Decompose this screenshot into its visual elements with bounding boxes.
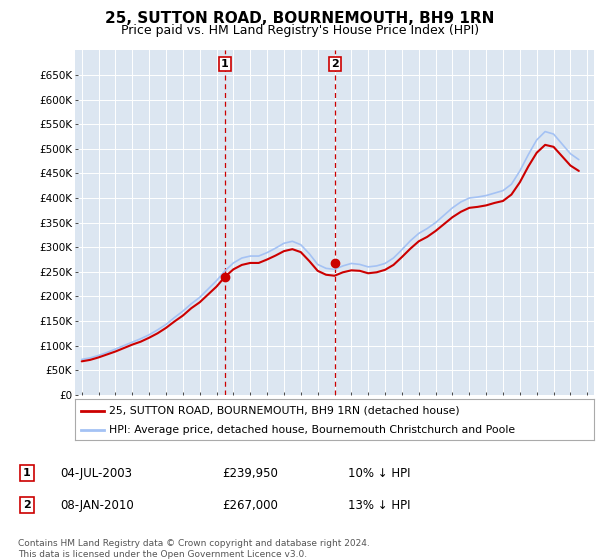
Text: Contains HM Land Registry data © Crown copyright and database right 2024.
This d: Contains HM Land Registry data © Crown c… (18, 539, 370, 559)
Text: £239,950: £239,950 (222, 466, 278, 480)
Text: Price paid vs. HM Land Registry's House Price Index (HPI): Price paid vs. HM Land Registry's House … (121, 24, 479, 37)
Text: 2: 2 (331, 59, 339, 69)
Text: 2: 2 (23, 500, 31, 510)
Text: 08-JAN-2010: 08-JAN-2010 (60, 498, 134, 512)
Text: HPI: Average price, detached house, Bournemouth Christchurch and Poole: HPI: Average price, detached house, Bour… (109, 424, 515, 435)
Text: 1: 1 (23, 468, 31, 478)
Text: 04-JUL-2003: 04-JUL-2003 (60, 466, 132, 480)
Text: 25, SUTTON ROAD, BOURNEMOUTH, BH9 1RN: 25, SUTTON ROAD, BOURNEMOUTH, BH9 1RN (106, 11, 494, 26)
Text: 10% ↓ HPI: 10% ↓ HPI (348, 466, 410, 480)
Text: £267,000: £267,000 (222, 498, 278, 512)
Text: 1: 1 (221, 59, 229, 69)
Text: 13% ↓ HPI: 13% ↓ HPI (348, 498, 410, 512)
Text: 25, SUTTON ROAD, BOURNEMOUTH, BH9 1RN (detached house): 25, SUTTON ROAD, BOURNEMOUTH, BH9 1RN (d… (109, 405, 460, 416)
